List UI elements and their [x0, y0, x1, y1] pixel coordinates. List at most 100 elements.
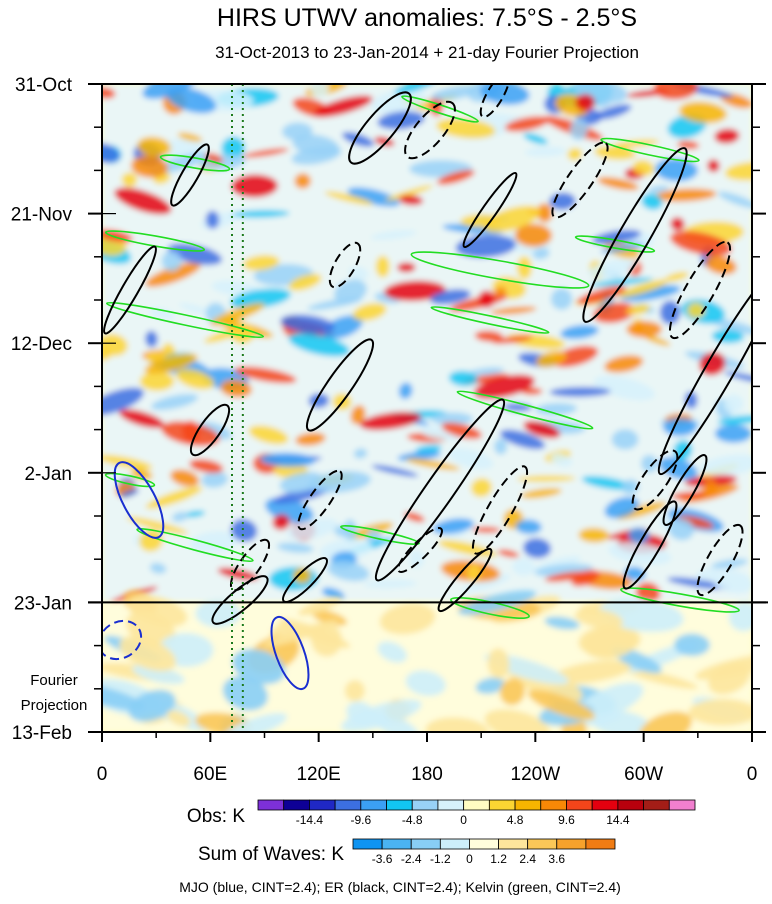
obs-anomaly-blob — [442, 224, 504, 235]
obs-anomaly-blob — [184, 510, 206, 518]
obs-anomaly-blob — [550, 288, 573, 310]
wave-contour — [170, 143, 210, 207]
obs-anomaly-blob — [144, 353, 198, 374]
obs-anomaly-blob — [447, 448, 494, 470]
obs-anomaly-blob — [291, 145, 342, 165]
obs-anomaly-blob — [170, 469, 200, 487]
obs-anomaly-blob — [353, 448, 368, 459]
obs-anomaly-blob — [398, 195, 424, 206]
obs-colorbar-tick-2: -4.8 — [402, 813, 423, 827]
obs-anomaly-blob — [532, 248, 550, 260]
obs-anomaly-blob — [664, 271, 689, 282]
projection-blob — [102, 684, 145, 711]
x-axis: 0 60E 120E 180 120W 60W 0 — [97, 732, 757, 785]
projection-blob — [527, 690, 595, 721]
wave-colorbar-tick-1: -2.4 — [401, 852, 422, 866]
obs-anomaly-blob — [375, 255, 390, 278]
wave-colorbar-tick-3: 0 — [466, 852, 473, 866]
obs-anomaly-blob — [130, 155, 169, 178]
obs-anomaly-blob — [189, 459, 224, 474]
obs-anomaly-blob — [567, 147, 582, 161]
obs-anomaly-blob — [611, 429, 639, 450]
wave-colorbar-tick-5: 2.4 — [519, 852, 536, 866]
obs-anomaly-blob — [230, 519, 258, 542]
obs-anomaly-blob — [700, 454, 752, 476]
wave-contour — [430, 306, 550, 334]
obs-anomaly-blob — [604, 496, 640, 519]
obs-anomaly-blob — [679, 101, 727, 124]
wave-contour — [104, 472, 156, 488]
obs-anomaly-blob — [286, 518, 338, 540]
obs-anomaly-blob — [499, 429, 546, 450]
obs-anomaly-blob — [711, 329, 744, 344]
obs-colorbar-swatch-2 — [309, 799, 336, 811]
obs-anomaly-blob — [352, 303, 387, 321]
projection-blob — [638, 711, 692, 732]
projection-field — [102, 590, 752, 732]
obs-anomaly-blob — [322, 315, 363, 339]
obs-anomaly-blob — [120, 488, 139, 498]
obs-anomaly-blob — [370, 230, 417, 240]
wave-colorbar-swatch-7 — [556, 838, 587, 850]
y-axis: 31-Oct 21-Nov 12-Dec 2-Jan 23-Jan 13-Feb — [11, 75, 766, 744]
obs-anomaly-blob — [178, 303, 214, 316]
projection-blob — [166, 710, 191, 727]
obs-anomaly-blob — [436, 169, 475, 185]
obs-anomaly-blob — [709, 318, 752, 335]
obs-colorbar-tick-5: 9.6 — [558, 813, 575, 827]
obs-anomaly-blob — [714, 128, 740, 144]
wave-colorbar-tick-4: 1.2 — [490, 852, 507, 866]
projection-blob — [222, 712, 288, 732]
obs-anomaly-blob — [723, 394, 744, 414]
obs-anomaly-blob — [319, 539, 373, 561]
obs-anomaly-blob — [578, 527, 610, 543]
projection-blob — [583, 627, 637, 659]
obs-anomaly-blob — [161, 250, 182, 272]
obs-anomaly-blob — [653, 84, 699, 100]
obs-anomaly-blob — [149, 562, 167, 574]
obs-anomaly-blob — [448, 370, 478, 387]
obs-anomaly-blob — [201, 471, 228, 488]
obs-anomaly-blob — [590, 277, 654, 287]
wave-colorbar-label: Sum of Waves: K — [198, 844, 344, 865]
x-tick-label-2: 120E — [296, 764, 340, 785]
obs-anomaly-blob — [377, 111, 425, 130]
obs-anomaly-blob — [429, 289, 471, 305]
obs-anomaly-blob — [577, 285, 627, 305]
obs-colorbar-swatch-11 — [540, 799, 567, 811]
wave-colorbar-swatch-5 — [498, 838, 529, 850]
wave-colorbar-swatch-2 — [410, 838, 441, 850]
obs-colorbar-swatch-3 — [334, 799, 362, 811]
obs-anomaly-blob — [363, 579, 417, 589]
obs-anomaly-blob — [714, 424, 752, 443]
obs-anomaly-blob — [441, 422, 482, 440]
obs-anomaly-blob — [397, 262, 416, 273]
obs-anomaly-blob — [114, 187, 172, 215]
wave-contour — [437, 547, 493, 613]
projection-label-line-2: Projection — [21, 697, 88, 714]
plot-area — [102, 84, 752, 732]
obs-anomaly-blob — [569, 118, 589, 141]
obs-anomaly-blob — [648, 185, 670, 193]
obs-anomaly-blob — [597, 177, 639, 191]
obs-anomaly-blob — [687, 302, 706, 319]
obs-anomaly-blob — [504, 116, 549, 132]
obs-anomaly-blob — [535, 350, 567, 368]
projection-blob — [119, 635, 176, 672]
obs-anomaly-blob — [468, 367, 505, 376]
obs-anomaly-blob — [102, 87, 116, 99]
obs-anomaly-blob — [234, 366, 297, 384]
obs-anomaly-blob — [398, 382, 413, 399]
wave-contour — [662, 454, 708, 526]
obs-anomaly-blob — [294, 173, 311, 189]
wave-colorbar-swatch-6 — [527, 838, 558, 850]
wave-contour — [657, 264, 752, 476]
obs-anomaly-blob — [242, 255, 280, 271]
wave-contour — [340, 525, 420, 545]
obs-anomaly-blob — [359, 411, 422, 431]
obs-anomaly-blob — [671, 491, 707, 500]
projection-blob — [487, 648, 510, 679]
obs-anomaly-blob — [641, 193, 663, 210]
obs-anomaly-blob — [288, 273, 322, 291]
